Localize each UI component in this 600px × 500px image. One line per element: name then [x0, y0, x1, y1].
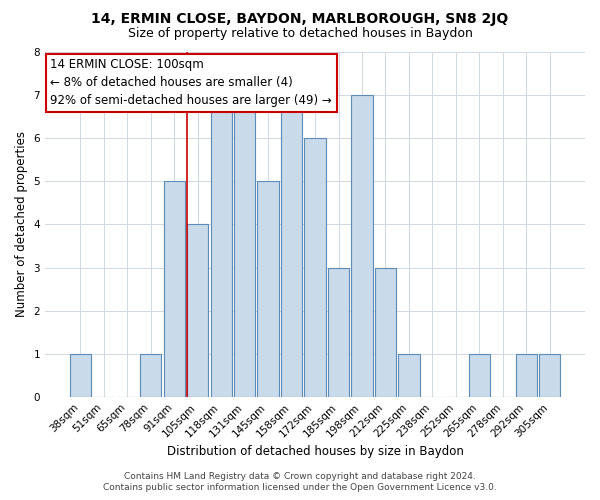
Bar [375, 268, 396, 397]
Bar [257, 181, 278, 397]
Bar [539, 354, 560, 397]
Bar [140, 354, 161, 397]
Bar [516, 354, 537, 397]
Bar [164, 181, 185, 397]
Bar [187, 224, 208, 397]
Text: 14, ERMIN CLOSE, BAYDON, MARLBOROUGH, SN8 2JQ: 14, ERMIN CLOSE, BAYDON, MARLBOROUGH, SN… [91, 12, 509, 26]
Text: Size of property relative to detached houses in Baydon: Size of property relative to detached ho… [128, 28, 472, 40]
Text: 14 ERMIN CLOSE: 100sqm
← 8% of detached houses are smaller (4)
92% of semi-detac: 14 ERMIN CLOSE: 100sqm ← 8% of detached … [50, 58, 332, 108]
Y-axis label: Number of detached properties: Number of detached properties [15, 132, 28, 318]
Bar [328, 268, 349, 397]
Bar [211, 94, 232, 397]
Bar [234, 94, 255, 397]
Bar [398, 354, 419, 397]
Bar [352, 94, 373, 397]
Text: Contains HM Land Registry data © Crown copyright and database right 2024.
Contai: Contains HM Land Registry data © Crown c… [103, 472, 497, 492]
Bar [304, 138, 326, 397]
Bar [469, 354, 490, 397]
X-axis label: Distribution of detached houses by size in Baydon: Distribution of detached houses by size … [167, 444, 463, 458]
Bar [281, 94, 302, 397]
Bar [70, 354, 91, 397]
